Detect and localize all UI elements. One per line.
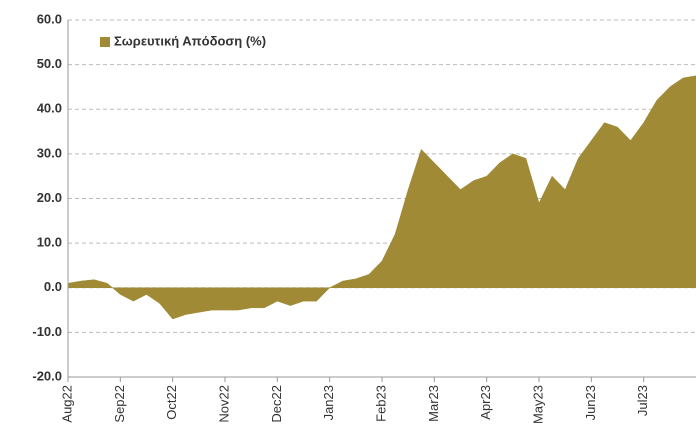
x-tick-label: Nov22 xyxy=(216,385,231,423)
legend-swatch xyxy=(100,37,110,47)
y-tick-label: 30.0 xyxy=(37,145,62,160)
x-tick-label: Dec22 xyxy=(269,385,284,423)
y-tick-label: 10.0 xyxy=(37,235,62,250)
y-tick-label: -20.0 xyxy=(32,368,62,383)
x-tick-label: Jul23 xyxy=(635,385,650,416)
x-tick-label: Feb23 xyxy=(373,385,388,422)
x-tick-label: Apr23 xyxy=(478,385,493,420)
x-tick-label: Sep22 xyxy=(112,385,127,423)
x-tick-label: May23 xyxy=(530,385,545,424)
legend-label: Σωρευτική Απόδοση (%) xyxy=(114,33,266,48)
x-tick-label: Mar23 xyxy=(426,385,441,422)
x-tick-label: Jan23 xyxy=(321,385,336,420)
area xyxy=(67,75,696,320)
y-tick-label: 50.0 xyxy=(37,56,62,71)
y-tick-label: 0.0 xyxy=(44,279,62,294)
x-tick-label: Oct22 xyxy=(164,385,179,420)
y-tick-label: 40.0 xyxy=(37,101,62,116)
y-tick-label: -10.0 xyxy=(32,324,62,339)
x-tick-label: Jun23 xyxy=(583,385,598,420)
y-tick-label: 60.0 xyxy=(37,11,62,26)
x-tick-label: Aug22 xyxy=(59,385,74,423)
y-tick-label: 20.0 xyxy=(37,190,62,205)
